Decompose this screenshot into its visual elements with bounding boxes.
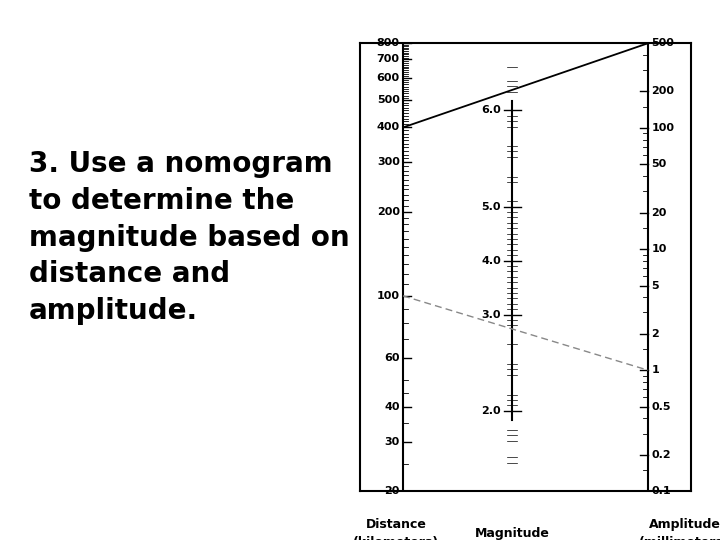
Text: Amplitude: Amplitude: [649, 518, 720, 531]
Text: 300: 300: [377, 157, 400, 167]
Text: 20: 20: [652, 207, 667, 218]
Text: 2.0: 2.0: [481, 406, 501, 416]
Text: 20: 20: [384, 487, 400, 496]
Text: 200: 200: [652, 86, 675, 97]
Text: (kilometers): (kilometers): [354, 536, 439, 540]
Text: 100: 100: [652, 123, 675, 133]
Text: 50: 50: [652, 159, 667, 170]
Text: 800: 800: [377, 38, 400, 48]
Text: 6.0: 6.0: [481, 105, 501, 116]
Text: 0.2: 0.2: [652, 450, 671, 460]
Text: 500: 500: [652, 38, 675, 48]
Text: 5.0: 5.0: [481, 201, 501, 212]
Text: 40: 40: [384, 402, 400, 412]
Text: 30: 30: [384, 437, 400, 447]
Text: 5: 5: [652, 281, 659, 291]
Text: 500: 500: [377, 95, 400, 105]
Text: 0.5: 0.5: [652, 402, 671, 411]
Text: 700: 700: [377, 55, 400, 64]
Text: 2: 2: [652, 329, 660, 339]
Text: 100: 100: [377, 291, 400, 301]
Text: (millimeters): (millimeters): [639, 536, 720, 540]
Text: 600: 600: [377, 73, 400, 83]
Text: 1: 1: [652, 365, 660, 375]
Text: 200: 200: [377, 207, 400, 217]
Text: 3. Use a nomogram
to determine the
magnitude based on
distance and
amplitude.: 3. Use a nomogram to determine the magni…: [29, 150, 349, 325]
Text: 4.0: 4.0: [481, 255, 501, 266]
Text: Distance: Distance: [366, 518, 427, 531]
Text: Magnitude: Magnitude: [475, 527, 550, 540]
Text: 10: 10: [652, 244, 667, 254]
Text: 0.1: 0.1: [652, 487, 671, 496]
Text: 60: 60: [384, 353, 400, 363]
Text: 400: 400: [377, 123, 400, 132]
Text: 3.0: 3.0: [481, 309, 501, 320]
